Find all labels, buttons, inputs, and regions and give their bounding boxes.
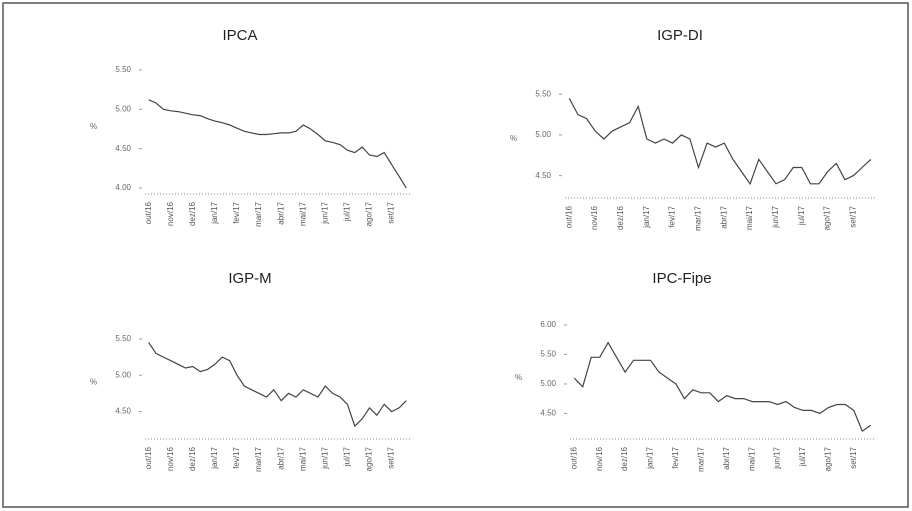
x-tick-label: mai/17 xyxy=(747,446,756,471)
x-tick-label: abr/17 xyxy=(722,446,731,469)
x-tick-label: jan/17 xyxy=(210,446,219,469)
x-tick-label: ago/17 xyxy=(365,446,374,471)
x-tick-label: fev/17 xyxy=(232,446,241,468)
x-tick-label: set/17 xyxy=(387,446,396,468)
chart-title: IPCA xyxy=(222,27,257,44)
y-tick-label: 6.00 xyxy=(540,320,556,329)
x-tick-label: fev/17 xyxy=(232,201,241,223)
x-tick-label: abr/17 xyxy=(719,205,728,228)
x-tick-label: fev/17 xyxy=(671,446,680,468)
y-tick-label: 5.50 xyxy=(540,350,556,359)
x-tick-label: jun/17 xyxy=(773,446,782,469)
x-tick-label: mar/17 xyxy=(696,446,705,471)
x-tick-label: jan/17 xyxy=(646,446,655,469)
x-tick-label: mai/17 xyxy=(745,205,754,230)
x-tick-label: jul/17 xyxy=(797,205,806,226)
x-tick-label: mar/17 xyxy=(694,205,703,230)
y-axis-label: % xyxy=(515,373,522,382)
x-tick-label: out/16 xyxy=(144,201,153,224)
x-tick-label: jul/17 xyxy=(343,201,352,222)
y-axis-label: % xyxy=(90,378,97,387)
data-line xyxy=(568,98,872,186)
x-tick-label: fev/17 xyxy=(668,205,677,227)
y-tick-label: 4.50 xyxy=(115,407,131,416)
x-tick-label: dez/16 xyxy=(616,205,625,230)
y-tick-label: 5.00 xyxy=(115,370,131,379)
x-tick-label: nov/16 xyxy=(595,446,604,471)
x-tick-label: dez/16 xyxy=(188,446,197,471)
chart-title: IGP-M xyxy=(228,270,271,287)
y-tick-label: 5.50 xyxy=(115,65,131,74)
x-tick-label: nov/16 xyxy=(590,205,599,230)
chart-title: IGP-DI xyxy=(657,27,703,44)
y-tick-label: 5.50 xyxy=(535,89,551,98)
x-tick-label: ago/17 xyxy=(823,205,832,230)
y-tick-label: 5.00 xyxy=(115,104,131,113)
data-line xyxy=(573,341,872,433)
x-tick-label: set/17 xyxy=(387,201,396,223)
y-tick-label: 5.50 xyxy=(115,334,131,343)
x-tick-label: jun/17 xyxy=(320,201,329,224)
y-tick-label: 4.50 xyxy=(540,409,556,418)
x-tick-label: ago/17 xyxy=(365,201,374,226)
y-axis-label: % xyxy=(90,122,97,131)
data-line xyxy=(148,99,407,189)
x-tick-label: abr/17 xyxy=(276,446,285,469)
x-tick-label: out/16 xyxy=(564,205,573,228)
x-tick-label: dez/16 xyxy=(188,201,197,226)
x-tick-label: out/16 xyxy=(569,446,578,469)
x-tick-label: mai/17 xyxy=(298,201,307,226)
y-tick-label: 4.00 xyxy=(115,183,131,192)
x-tick-label: nov/16 xyxy=(166,446,175,471)
x-tick-label: nov/16 xyxy=(166,201,175,226)
y-tick-label: 5.00 xyxy=(535,130,551,139)
x-tick-label: jul/17 xyxy=(798,446,807,467)
x-tick-label: jun/17 xyxy=(320,446,329,469)
y-tick-label: 4.50 xyxy=(535,171,551,180)
y-axis-label: % xyxy=(510,134,517,143)
x-tick-label: set/17 xyxy=(849,205,858,227)
x-tick-label: mar/17 xyxy=(254,201,263,226)
x-tick-label: jun/17 xyxy=(771,205,780,228)
data-line xyxy=(148,342,407,428)
x-tick-label: ago/17 xyxy=(824,446,833,471)
x-tick-label: mai/17 xyxy=(298,446,307,471)
x-tick-label: set/17 xyxy=(849,446,858,468)
x-tick-label: mar/17 xyxy=(254,446,263,471)
x-tick-label: jul/17 xyxy=(343,446,352,467)
chart-title: IPC-Fipe xyxy=(652,270,711,287)
x-tick-label: dez/16 xyxy=(620,446,629,471)
x-tick-label: abr/17 xyxy=(276,201,285,224)
x-tick-label: out/16 xyxy=(144,446,153,469)
x-tick-label: jan/17 xyxy=(210,201,219,224)
x-tick-label: jan/17 xyxy=(642,205,651,228)
y-tick-label: 4.50 xyxy=(115,144,131,153)
y-tick-label: 5.00 xyxy=(540,379,556,388)
